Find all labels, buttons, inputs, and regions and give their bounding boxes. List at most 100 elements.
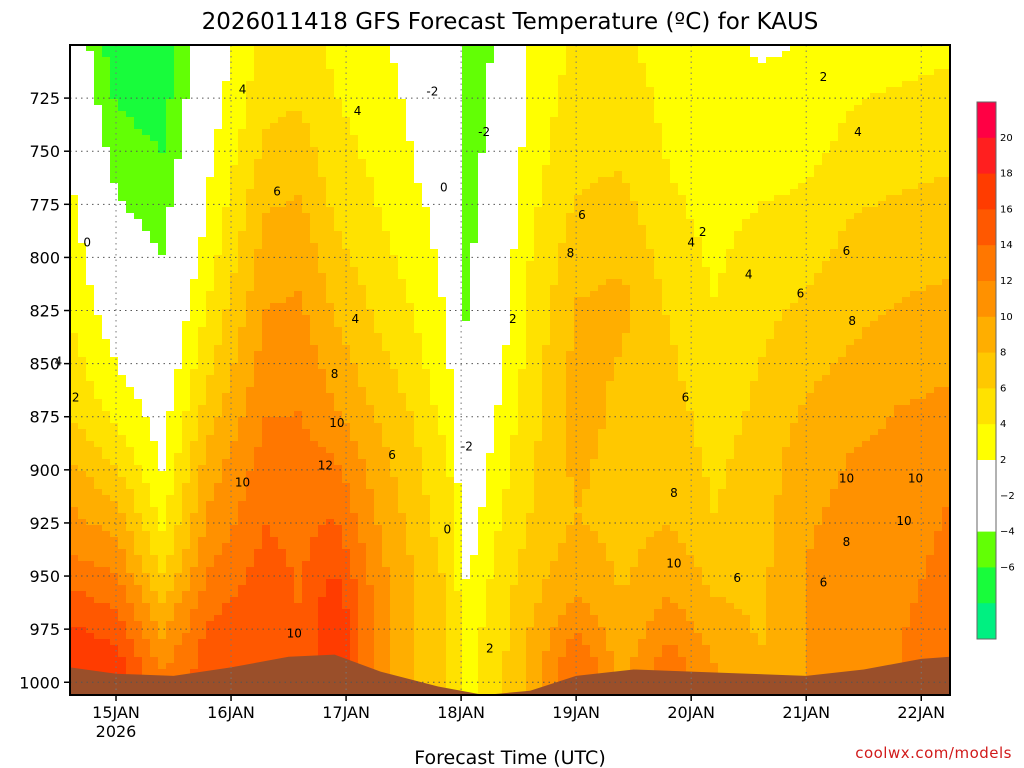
field-cell xyxy=(710,93,719,100)
field-cell xyxy=(510,99,519,106)
field-cell xyxy=(614,111,623,118)
field-cell xyxy=(534,129,543,136)
field-cell xyxy=(294,183,303,190)
field-cell xyxy=(838,51,847,58)
field-cell xyxy=(134,261,143,268)
field-cell xyxy=(190,105,199,112)
field-cell xyxy=(150,129,159,136)
field-cell xyxy=(598,147,607,154)
field-cell xyxy=(550,123,559,130)
field-cell xyxy=(686,279,695,286)
field-cell xyxy=(862,243,871,250)
field-cell xyxy=(198,87,207,94)
field-cell xyxy=(726,249,735,256)
field-cell xyxy=(318,237,327,244)
field-cell xyxy=(110,45,119,52)
field-cell xyxy=(326,69,335,76)
field-cell xyxy=(70,87,79,94)
field-cell xyxy=(406,249,415,256)
field-cell xyxy=(382,231,391,238)
field-cell xyxy=(590,87,599,94)
field-cell xyxy=(830,69,839,76)
field-cell xyxy=(326,117,335,124)
field-cell xyxy=(126,57,135,64)
field-cell xyxy=(398,201,407,208)
field-cell xyxy=(566,201,575,208)
field-cell xyxy=(262,285,271,292)
field-cell xyxy=(782,291,791,298)
field-cell xyxy=(318,153,327,160)
field-cell xyxy=(742,57,751,64)
field-cell xyxy=(534,171,543,178)
field-cell xyxy=(846,267,855,274)
field-cell xyxy=(294,81,303,88)
field-cell xyxy=(910,81,919,88)
field-cell xyxy=(278,213,287,220)
field-cell xyxy=(878,117,887,124)
field-cell xyxy=(774,87,783,94)
field-cell xyxy=(822,267,831,274)
field-cell xyxy=(214,195,223,202)
field-cell xyxy=(246,45,255,52)
field-cell xyxy=(838,57,847,64)
field-cell xyxy=(246,153,255,160)
field-cell xyxy=(870,297,879,304)
field-cell xyxy=(134,279,143,286)
field-cell xyxy=(406,177,415,184)
field-cell xyxy=(910,195,919,202)
field-cell xyxy=(574,159,583,166)
field-cell xyxy=(550,183,559,190)
field-cell xyxy=(678,285,687,292)
field-cell xyxy=(894,51,903,58)
field-cell xyxy=(150,273,159,280)
field-cell xyxy=(206,303,215,310)
field-cell xyxy=(150,69,159,76)
field-cell xyxy=(606,309,615,316)
field-cell xyxy=(222,255,231,262)
field-cell xyxy=(374,111,383,118)
field-cell xyxy=(878,111,887,118)
field-cell xyxy=(742,87,751,94)
field-cell xyxy=(198,219,207,226)
field-cell xyxy=(142,207,151,214)
field-cell xyxy=(294,207,303,214)
field-cell xyxy=(150,279,159,286)
field-cell xyxy=(358,267,367,274)
field-cell xyxy=(590,249,599,256)
field-cell xyxy=(638,63,647,70)
field-cell xyxy=(502,159,511,166)
field-cell xyxy=(78,213,87,220)
field-cell xyxy=(422,309,431,316)
field-cell xyxy=(478,63,487,70)
field-cell xyxy=(406,267,415,274)
field-cell xyxy=(638,303,647,310)
field-cell xyxy=(430,123,439,130)
field-cell xyxy=(222,225,231,232)
field-cell xyxy=(110,183,119,190)
field-cell xyxy=(846,171,855,178)
field-cell xyxy=(854,75,863,82)
field-cell xyxy=(150,177,159,184)
field-cell xyxy=(246,171,255,178)
field-cell xyxy=(430,147,439,154)
field-cell xyxy=(590,129,599,136)
field-cell xyxy=(694,213,703,220)
field-cell xyxy=(238,249,247,256)
field-cell xyxy=(374,69,383,76)
field-cell xyxy=(742,237,751,244)
field-cell xyxy=(150,303,159,310)
field-cell xyxy=(614,141,623,148)
field-cell xyxy=(758,189,767,196)
field-cell xyxy=(798,99,807,106)
field-cell xyxy=(590,243,599,250)
field-cell xyxy=(398,75,407,82)
field-cell xyxy=(726,177,735,184)
field-cell xyxy=(118,291,127,298)
field-cell xyxy=(190,123,199,130)
field-cell xyxy=(406,75,415,82)
field-cell xyxy=(182,291,191,298)
field-cell xyxy=(382,99,391,106)
field-cell xyxy=(422,303,431,310)
field-cell xyxy=(254,105,263,112)
field-cell xyxy=(214,81,223,88)
